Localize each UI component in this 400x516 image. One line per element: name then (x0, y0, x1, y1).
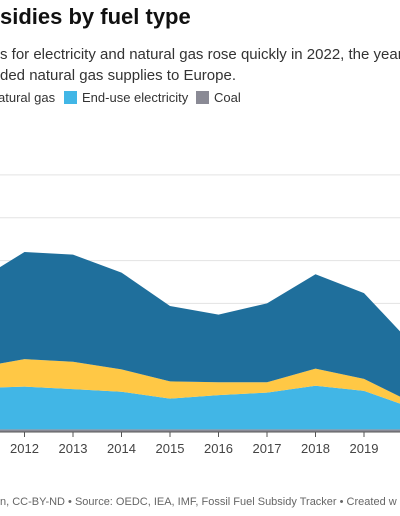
legend-swatch-electricity (64, 91, 77, 104)
x-tick-label: 2019 (350, 441, 379, 456)
chart-title: sidies by fuel type (0, 4, 191, 29)
legend-item-natural-gas: atural gas (0, 90, 55, 105)
x-tick-label: 2012 (10, 441, 39, 456)
x-tick-label: 2015 (156, 441, 185, 456)
x-tick-label: 2018 (301, 441, 330, 456)
area-coal (0, 429, 400, 432)
chart-subtitle: s for electricity and natural gas rose q… (0, 44, 400, 86)
legend-label-electricity: End-use electricity (82, 90, 189, 105)
x-tick-label: 2013 (59, 441, 88, 456)
stacked-area-chart: 201220132014201520162017201820192 (0, 174, 400, 456)
area-oil (0, 252, 400, 397)
legend-label-coal: Coal (214, 90, 241, 105)
legend-label-natural-gas: atural gas (0, 90, 56, 105)
subtitle-line: s for electricity and natural gas rose q… (0, 46, 400, 63)
x-axis: 201220132014201520162017201820192 (0, 431, 400, 456)
x-tick-label: 2017 (253, 441, 282, 456)
area-series (0, 252, 400, 432)
source-footer: n, CC-BY-ND • Source: OEDC, IEA, IMF, Fo… (0, 496, 397, 508)
area-electricity (0, 385, 400, 430)
legend-swatch-coal (196, 91, 209, 104)
legend-item-electricity: End-use electricity (64, 90, 188, 105)
x-tick-label: 2014 (107, 441, 136, 456)
x-tick-label: 2016 (204, 441, 233, 456)
legend-item-coal: Coal (196, 90, 241, 105)
subtitle-line: ded natural gas supplies to Europe. (0, 67, 236, 84)
area-natural-gas (0, 359, 400, 404)
